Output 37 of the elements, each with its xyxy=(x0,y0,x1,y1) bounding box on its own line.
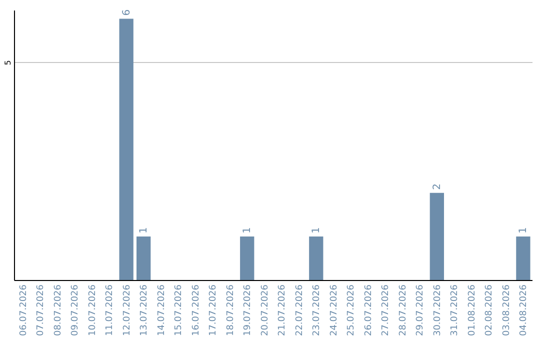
x-tick-label: 19.07.2026 xyxy=(243,284,254,336)
x-tick-label: 22.07.2026 xyxy=(294,284,305,336)
data-label: 1 xyxy=(242,227,254,234)
x-tick-label: 18.07.2026 xyxy=(226,284,236,336)
x-tick-label: 17.07.2026 xyxy=(208,284,219,336)
x-tick-label: 12.07.2026 xyxy=(122,284,132,336)
x-tick-label: 04.08.2026 xyxy=(519,284,530,336)
x-tick-label: 06.07.2026 xyxy=(18,284,29,336)
x-tick-label: 15.07.2026 xyxy=(174,284,184,336)
x-tick-label: 24.07.2026 xyxy=(329,284,340,336)
x-tick-label: 30.07.2026 xyxy=(432,284,443,336)
x-tick-label: 23.07.2026 xyxy=(312,284,322,336)
data-label: 6 xyxy=(121,9,132,16)
x-tick-label: 25.07.2026 xyxy=(346,284,357,336)
x-tick-label: 29.07.2026 xyxy=(416,284,426,336)
x-tick-label: 27.07.2026 xyxy=(381,284,392,336)
data-label: 1 xyxy=(311,227,322,234)
y-tick-label: 5 xyxy=(4,60,12,66)
x-tick-label: 02.08.2026 xyxy=(484,284,495,336)
x-tick-label: 09.07.2026 xyxy=(70,284,81,336)
x-tick-label: 13.07.2026 xyxy=(140,284,150,336)
x-tick-label: 20.07.2026 xyxy=(260,284,270,336)
x-tick-label: 21.07.2026 xyxy=(278,284,288,336)
x-tick-label: 08.07.2026 xyxy=(53,284,64,336)
x-tick-label: 11.07.2026 xyxy=(105,284,116,336)
x-tick-label: 10.07.2026 xyxy=(88,284,98,336)
x-tick-label: 26.07.2026 xyxy=(364,284,374,336)
x-tick-label: 01.08.2026 xyxy=(467,284,478,336)
x-tick-label: 07.07.2026 xyxy=(36,284,46,336)
data-label: 1 xyxy=(138,227,150,234)
x-tick-label: 31.07.2026 xyxy=(450,284,460,336)
data-label: 1 xyxy=(518,227,530,234)
x-tick-label: 28.07.2026 xyxy=(398,284,408,336)
x-tick-label: 03.08.2026 xyxy=(502,284,512,336)
x-tick-label: 16.07.2026 xyxy=(191,284,202,336)
data-label: 2 xyxy=(432,184,443,190)
x-tick-label: 14.07.2026 xyxy=(156,284,167,336)
